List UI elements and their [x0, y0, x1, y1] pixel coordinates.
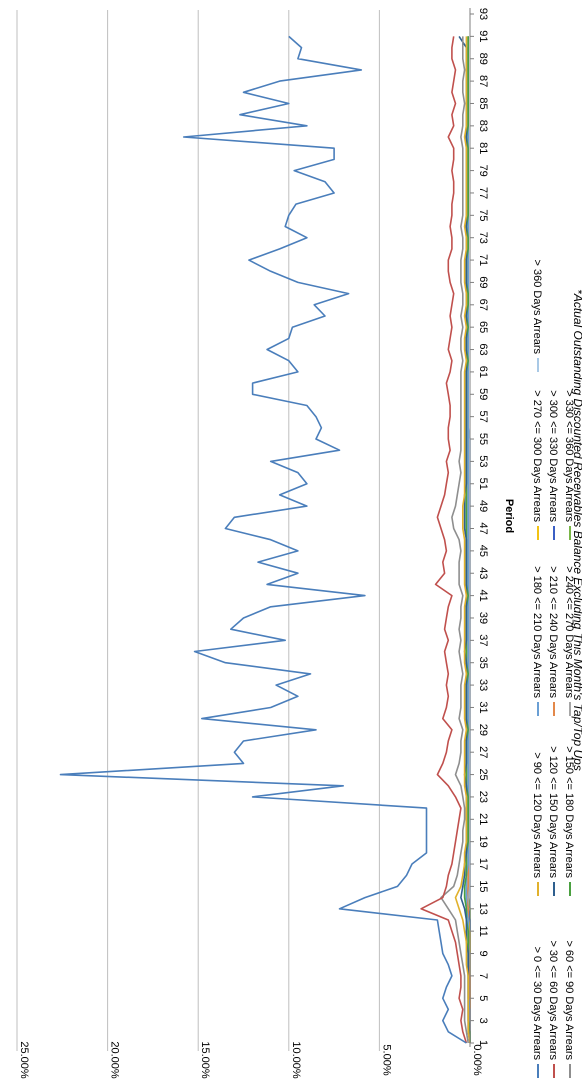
series-line-90-120 — [454, 36, 471, 1044]
series-line-30-60 — [420, 36, 468, 1044]
x-tick-label: 71 — [477, 254, 489, 266]
y-tick-label: 5.00% — [380, 1044, 392, 1075]
legend-label: > 270 <= 300 Days Arrears — [531, 390, 543, 522]
x-tick-label: 83 — [477, 120, 489, 132]
x-tick-label: 39 — [477, 612, 489, 624]
x-tick-label: 67 — [477, 299, 489, 311]
x-tick-label: 49 — [477, 500, 489, 512]
legend-item: > 60 <= 90 Days Arrears — [563, 940, 575, 1078]
x-tick-label: 37 — [477, 634, 489, 646]
legend-label: > 150 <= 180 Days Arrears — [563, 746, 575, 878]
y-tick-label: 0.00% — [471, 1044, 483, 1075]
legend-label: > 0 <= 30 Days Arrears — [531, 947, 543, 1061]
axes — [469, 8, 474, 1047]
legend-item: > 30 <= 60 Days Arrears — [547, 940, 559, 1078]
x-tick-label: 73 — [477, 232, 489, 244]
x-tick-label: 79 — [477, 164, 489, 176]
x-tick-label: 1 — [477, 1040, 489, 1046]
x-tick-label: 23 — [477, 791, 489, 803]
x-tick-label: 17 — [477, 858, 489, 870]
y-tick-label: 15.00% — [199, 1041, 211, 1079]
legend-item: > 0 <= 30 Days Arrears — [531, 947, 543, 1078]
x-tick-label: 45 — [477, 545, 489, 557]
legend-item: > 210 <= 240 Days Arrears — [547, 566, 559, 716]
legend-label: > 240 <= 270 Days Arrears — [563, 566, 575, 698]
legend-label: > 360 Days Arrears — [531, 260, 543, 355]
legend-item: > 360 Days Arrears — [531, 260, 543, 372]
x-tick-label: 31 — [477, 701, 489, 713]
y-tick-labels: 0.00% 5.00% 10.00% 15.00% 20.00% 25.00% — [18, 1041, 483, 1079]
x-tick-label: 63 — [477, 343, 489, 355]
x-tick-label: 85 — [477, 97, 489, 109]
legend-label: > 90 <= 120 Days Arrears — [531, 752, 543, 878]
y-tick-label: 20.00% — [109, 1041, 121, 1079]
x-tick-label: 21 — [477, 813, 489, 825]
x-tick-label: 59 — [477, 388, 489, 400]
series-lines — [59, 35, 471, 1044]
chart-title: *Actual Outstanding Discounted Receivabl… — [571, 289, 582, 771]
legend: > 0 <= 30 Days Arrears > 30 <= 60 Days Ar… — [531, 260, 575, 1078]
x-tick-label: 65 — [477, 321, 489, 333]
gridlines — [16, 10, 380, 1051]
x-tick-label: 15 — [477, 880, 489, 892]
legend-label: > 60 <= 90 Days Arrears — [563, 940, 575, 1060]
legend-label: > 330 <= 360 Days Arrears — [563, 390, 575, 522]
x-tick-label: 69 — [477, 276, 489, 288]
legend-item: > 330 <= 360 Days Arrears — [563, 390, 575, 540]
legend-item: > 300 <= 330 Days Arrears — [547, 390, 559, 540]
legend-item: > 270 <= 300 Days Arrears — [531, 390, 543, 540]
legend-label: > 210 <= 240 Days Arrears — [547, 566, 559, 698]
x-tick-label: 87 — [477, 75, 489, 87]
legend-label: > 300 <= 330 Days Arrears — [547, 390, 559, 522]
legend-item: > 180 <= 210 Days Arrears — [531, 566, 543, 716]
x-axis-title: Period — [503, 499, 515, 533]
x-tick-label: 27 — [477, 746, 489, 758]
x-tick-label: 47 — [477, 522, 489, 534]
x-tick-label: 41 — [477, 589, 489, 601]
x-tick-label: 93 — [477, 8, 489, 20]
legend-label: > 120 <= 150 Days Arrears — [547, 746, 559, 878]
x-tick-label: 55 — [477, 433, 489, 445]
legend-item: > 120 <= 150 Days Arrears — [547, 746, 559, 896]
x-tick-label: 43 — [477, 567, 489, 579]
x-tick-label: 25 — [477, 768, 489, 780]
x-tick-label: 89 — [477, 53, 489, 65]
x-tick-label: 9 — [477, 950, 489, 956]
series-line-0-30 — [59, 35, 467, 1044]
legend-label: > 30 <= 60 Days Arrears — [547, 940, 559, 1060]
x-tick-label: 61 — [477, 366, 489, 378]
x-tick-label: 11 — [477, 925, 489, 936]
legend-item: > 240 <= 270 Days Arrears — [563, 566, 575, 716]
x-tick-label: 91 — [477, 30, 489, 42]
x-tick-label: 51 — [477, 478, 489, 490]
x-tick-label: 81 — [477, 142, 489, 154]
x-tick-label: 3 — [477, 1018, 489, 1024]
x-tick-label: 19 — [477, 836, 489, 848]
legend-item: > 90 <= 120 Days Arrears — [531, 752, 543, 896]
series-line-60-90 — [440, 36, 469, 1044]
x-tick-label: 5 — [477, 995, 489, 1001]
x-tick-label: 53 — [477, 455, 489, 467]
x-tick-labels: 1357911131517192123252729313335373941434… — [477, 8, 489, 1046]
y-tick-label: 25.00% — [18, 1041, 30, 1079]
x-tick-label: 29 — [477, 724, 489, 736]
legend-label: > 180 <= 210 Days Arrears — [531, 566, 543, 698]
x-tick-label: 77 — [477, 187, 489, 199]
y-tick-label: 10.00% — [290, 1041, 302, 1079]
x-tick-label: 13 — [477, 903, 489, 915]
x-tick-label: 7 — [477, 973, 489, 979]
x-tick-label: 35 — [477, 657, 489, 669]
legend-item: > 150 <= 180 Days Arrears — [563, 746, 575, 896]
x-tick-label: 75 — [477, 209, 489, 221]
x-tick-label: 57 — [477, 411, 489, 423]
x-tick-label: 33 — [477, 679, 489, 691]
